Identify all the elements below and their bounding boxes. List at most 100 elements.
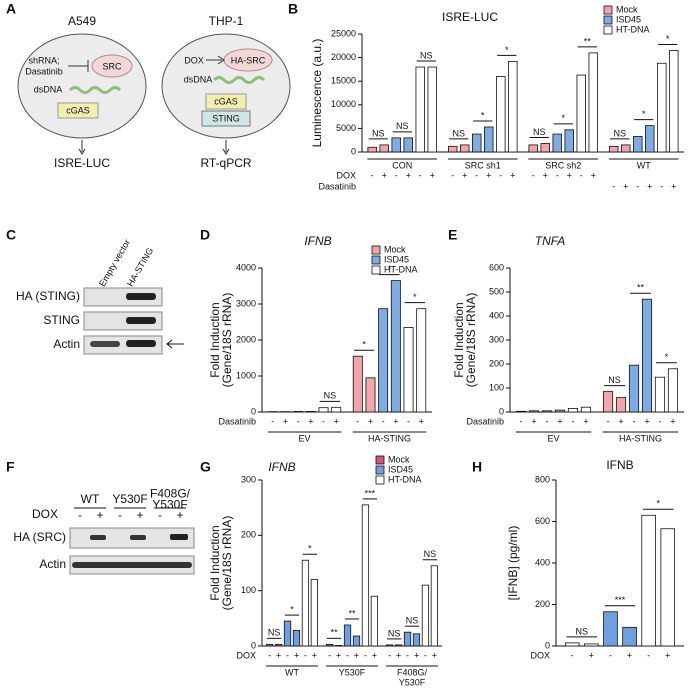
y-tick-label: 0 [351, 146, 356, 156]
sig-label: * [290, 604, 294, 614]
sig-label: * [642, 109, 646, 119]
sign: + [462, 170, 467, 180]
target: HA-SRC [231, 55, 266, 65]
sign: - [520, 416, 523, 426]
y-axis-label: (Gene/18S rRNA) [464, 293, 478, 388]
bar [385, 644, 394, 647]
sign: + [486, 170, 491, 180]
bar [528, 144, 538, 153]
y-tick-label: 3000 [236, 298, 256, 308]
blot-c [83, 287, 184, 355]
bar [416, 308, 427, 413]
sign: + [510, 170, 515, 180]
legend-swatch [375, 455, 385, 465]
y-axis-label: Fold Induction [208, 302, 222, 377]
row-label: Actin [39, 557, 66, 571]
group-label: Y530F [339, 667, 366, 677]
sign: - [78, 508, 82, 522]
y-tick-label: 20000 [331, 52, 356, 62]
bar [564, 642, 580, 647]
sign: + [618, 416, 623, 426]
sig-label: * [561, 113, 565, 123]
sign: - [633, 416, 636, 426]
row-label: DOX [236, 650, 256, 660]
chart-title: IFNB [304, 234, 331, 248]
group-label: EV [298, 433, 310, 443]
row-label: Dasatinib [466, 416, 504, 426]
bar [430, 565, 439, 647]
sign: + [294, 650, 299, 660]
y-axis-label: [IFNB] (pg/ml) [506, 526, 520, 601]
sign: + [406, 170, 411, 180]
sign: - [382, 416, 385, 426]
bar [584, 643, 599, 647]
bar [365, 377, 376, 413]
sign: - [271, 416, 274, 426]
sig-label: NS [608, 375, 621, 385]
bar [608, 145, 619, 153]
bar [301, 559, 310, 647]
sig-label: NS [324, 391, 337, 401]
bar [447, 145, 458, 153]
cell-title: THP-1 [209, 14, 244, 28]
dna-wave [212, 76, 266, 84]
group-label: HA-STING [619, 433, 662, 443]
sig-label: * [413, 292, 417, 302]
bar [654, 376, 666, 413]
y-tick-label: 200 [241, 530, 256, 540]
legend-swatch [603, 5, 613, 15]
sig-label: NS [406, 616, 419, 626]
band [126, 317, 156, 324]
bar [508, 60, 518, 153]
bar [622, 626, 637, 647]
bar [588, 52, 599, 153]
legend-label: HT-DNA [388, 474, 422, 484]
sign: - [268, 650, 271, 660]
sign: - [475, 170, 478, 180]
y-tick-label: 10000 [331, 99, 356, 109]
sign: - [356, 416, 359, 426]
sig-label: * [388, 264, 392, 274]
y-axis-label: (Gene/18S rRNA) [220, 516, 234, 611]
sign: + [308, 416, 313, 426]
bar [412, 633, 421, 647]
bar [415, 66, 425, 153]
bar [633, 136, 643, 153]
group-label: Y530F [399, 677, 426, 687]
dna-label: dsDNA [34, 84, 63, 94]
bar [352, 635, 361, 647]
y-axis-label: Luminescence (a.u.) [310, 39, 324, 148]
lane-group: WT [81, 492, 100, 506]
sign: - [571, 416, 574, 426]
legend-swatch [371, 245, 381, 255]
sign: + [354, 650, 359, 660]
group-label: F408G/ [397, 667, 428, 677]
sig-label: NS [396, 121, 409, 131]
group-label: CON [392, 160, 412, 170]
blot-strip [83, 287, 163, 307]
sig-label: * [666, 34, 670, 44]
legend-swatch [603, 25, 613, 35]
sign: - [346, 650, 349, 660]
bar [361, 504, 370, 647]
sig-label: NS [268, 628, 281, 638]
sign: + [543, 170, 548, 180]
sign: - [424, 650, 427, 660]
legend-swatch [603, 15, 613, 25]
sig-label: NS [420, 50, 433, 60]
y-tick-label: 5000 [336, 123, 356, 133]
y-tick-label: 300 [489, 334, 504, 344]
band [72, 562, 192, 568]
sensor: cGAS [214, 96, 238, 106]
sign: + [671, 181, 676, 191]
cgas-box [205, 93, 247, 110]
bar [641, 514, 656, 647]
sign: + [589, 650, 594, 660]
legend-label: ISD45 [384, 254, 409, 264]
sign: - [647, 650, 650, 660]
y-tick-label: 400 [535, 557, 550, 567]
sign: - [286, 650, 289, 660]
sign: - [660, 181, 663, 191]
band [130, 535, 146, 540]
legend-swatch [371, 265, 381, 275]
